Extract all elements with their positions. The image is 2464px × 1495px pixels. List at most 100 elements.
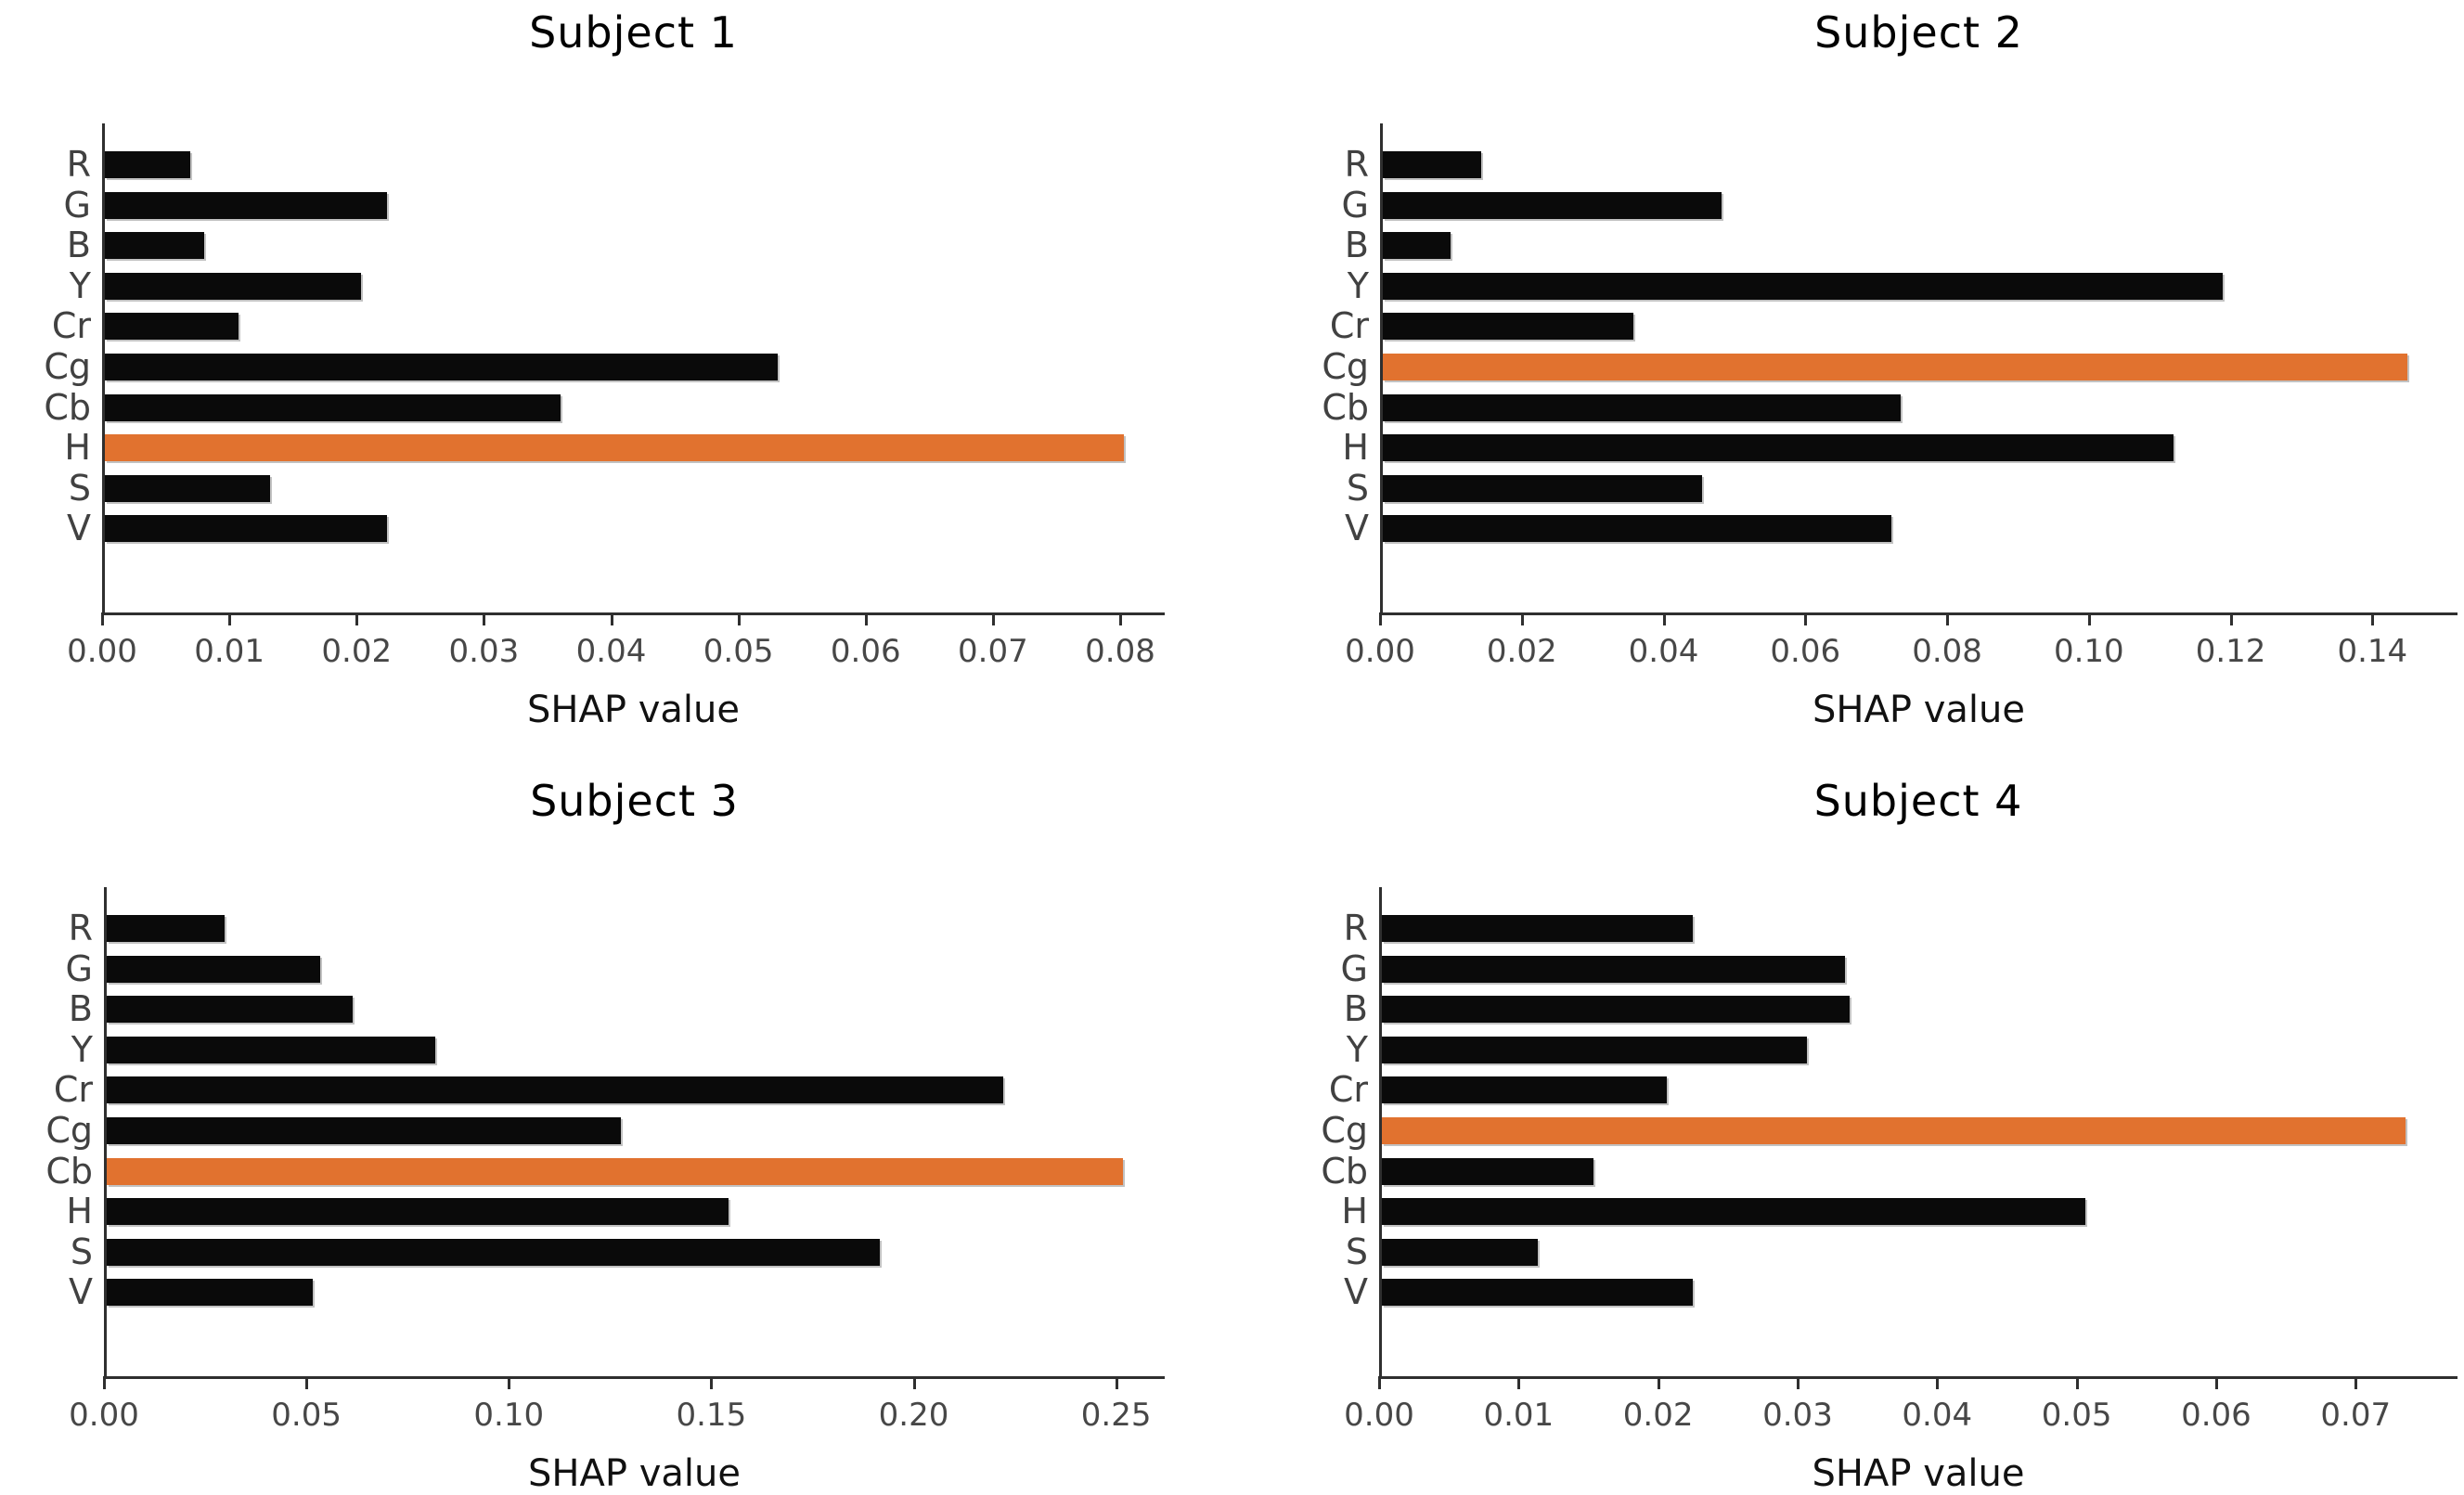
bar-v (1382, 1279, 1693, 1307)
plot-area (1379, 887, 2458, 1379)
bar-v (105, 515, 387, 543)
x-tick-mark (1946, 612, 1950, 625)
x-tick-label: 0.04 (1628, 633, 1699, 670)
x-tick-label: 0.06 (830, 633, 901, 670)
x-tick-label: 0.14 (2337, 633, 2408, 670)
bar-s (1383, 474, 1702, 502)
y-axis-line (1379, 887, 1382, 1376)
bar-cb (1383, 393, 1901, 421)
x-tick-label: 0.00 (1345, 633, 1415, 670)
x-tick-label: 0.07 (2320, 1397, 2392, 1434)
x-axis-label: SHAP value (1813, 689, 2025, 731)
x-tick-mark (1378, 1376, 1381, 1389)
y-tick-label-cg: Cg (45, 1110, 93, 1151)
x-tick-mark (1657, 1376, 1660, 1389)
x-tick-label: 0.10 (473, 1397, 545, 1434)
bar-b (1383, 232, 1451, 260)
y-tick-label-cr: Cr (53, 1069, 93, 1111)
highlighted-bar-cg (1382, 1117, 2406, 1144)
x-tick-label: 0.02 (321, 633, 393, 670)
bar-y (107, 1036, 435, 1063)
x-tick-mark (483, 612, 486, 625)
y-tick-label-cb: Cb (45, 1150, 93, 1192)
bar-cb (105, 393, 561, 421)
bar-cg (105, 354, 778, 380)
bar-v (1383, 515, 1891, 543)
x-tick-mark (2229, 612, 2233, 625)
x-tick-mark (2087, 612, 2091, 625)
x-tick-label: 0.01 (194, 633, 264, 670)
x-axis-line (104, 1376, 1165, 1379)
x-tick-mark (101, 612, 104, 625)
bar-g (107, 955, 320, 983)
y-tick-label-cb: Cb (1321, 1150, 1368, 1192)
bar-y (1382, 1036, 1807, 1063)
bar-s (105, 474, 270, 502)
y-tick-label-h: H (66, 1191, 93, 1232)
x-tick-mark (912, 1376, 916, 1389)
x-tick-mark (1379, 612, 1382, 625)
x-tick-label: 0.03 (448, 633, 520, 670)
x-tick-label: 0.08 (1912, 633, 1982, 670)
y-tick-label-cb: Cb (44, 386, 91, 428)
x-axis-line (102, 612, 1165, 615)
bar-y (1383, 272, 2223, 300)
x-tick-label: 0.01 (1483, 1397, 1555, 1434)
chart-subject-4: Subject 4 R G B Y Cr Cg Cb H S V 0.00 0.01 0.02 0.03 0.… (1232, 748, 2463, 1495)
chart-subject-1: Subject 1 R G B Y Cr Cg Cb H S V 0.00 0.01 0.02 0.03 0.… (0, 0, 1232, 747)
x-tick-label: 0.25 (1080, 1397, 1152, 1434)
x-tick-mark (103, 1376, 106, 1389)
x-tick-label: 0.05 (271, 1397, 342, 1434)
y-tick-label-g: G (1341, 184, 1369, 226)
bar-s (1382, 1238, 1538, 1266)
x-tick-mark (1796, 1376, 1800, 1389)
chart-title: Subject 4 (1813, 776, 2023, 826)
x-tick-mark (2371, 612, 2375, 625)
bar-b (105, 232, 204, 260)
bar-b (1382, 996, 1850, 1024)
x-tick-label: 0.20 (878, 1397, 949, 1434)
bar-b (107, 996, 353, 1024)
x-tick-label: 0.15 (676, 1397, 747, 1434)
x-tick-label: 0.02 (1486, 633, 1557, 670)
y-tick-label-cr: Cr (1329, 305, 1369, 347)
plot-area (102, 123, 1165, 615)
x-tick-label: 0.04 (1902, 1397, 1973, 1434)
y-tick-label-r: R (66, 144, 91, 185)
x-tick-mark (2214, 1376, 2218, 1389)
y-tick-label-h: H (64, 427, 91, 469)
bar-cr (105, 313, 239, 341)
x-tick-mark (508, 1376, 511, 1389)
y-tick-label-r: R (1343, 908, 1368, 948)
x-tick-label: 0.00 (1344, 1397, 1414, 1434)
x-tick-mark (737, 612, 741, 625)
x-tick-label: 0.12 (2195, 633, 2266, 670)
chart-title: Subject 1 (529, 7, 738, 58)
y-axis-line (1380, 123, 1383, 612)
y-tick-label-cr: Cr (51, 305, 91, 347)
y-tick-label-v: V (1345, 508, 1369, 549)
x-tick-mark (228, 612, 232, 625)
x-tick-label: 0.07 (958, 633, 1028, 670)
bar-r (1382, 915, 1693, 942)
y-tick-label-s: S (1346, 467, 1369, 509)
y-tick-label-v: V (1344, 1271, 1368, 1313)
y-tick-label-g: G (65, 947, 93, 989)
bar-cb (1382, 1157, 1593, 1185)
x-tick-mark (1662, 612, 1666, 625)
x-tick-mark (991, 612, 995, 625)
chart-subject-3: Subject 3 R G B Y Cr Cg Cb H S V 0.00 0.05 0.10 0.15 0.… (0, 748, 1232, 1495)
x-tick-mark (710, 1376, 714, 1389)
x-tick-label: 0.02 (1622, 1397, 1694, 1434)
bar-cg (107, 1117, 621, 1144)
y-tick-label-cg: Cg (1321, 1110, 1368, 1151)
x-tick-label: 0.03 (1762, 1397, 1833, 1434)
y-tick-label-s: S (68, 467, 91, 509)
x-axis-label: SHAP value (1812, 1452, 2025, 1495)
y-tick-label-b: B (1344, 225, 1369, 266)
bar-r (105, 151, 190, 178)
plot-area (104, 887, 1165, 1379)
bar-r (1383, 151, 1481, 178)
x-axis-label: SHAP value (527, 689, 740, 731)
